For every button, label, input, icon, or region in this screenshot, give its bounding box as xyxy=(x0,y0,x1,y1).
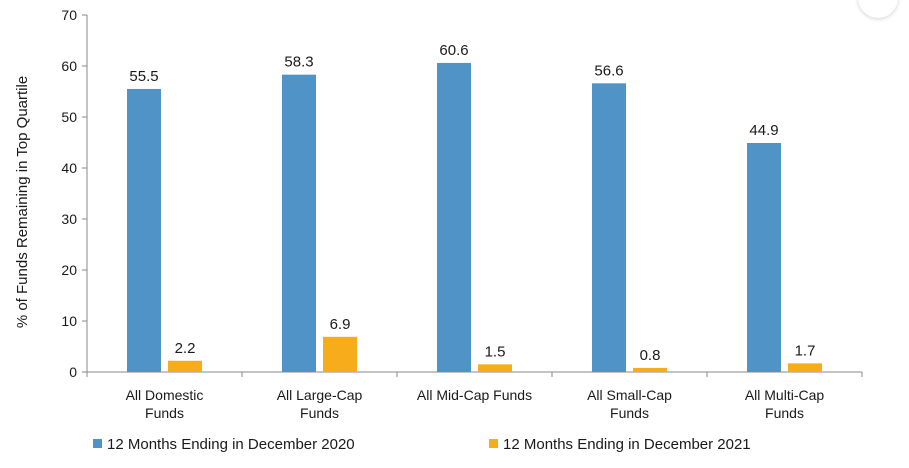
legend-swatch xyxy=(93,439,102,448)
legend-swatch xyxy=(489,439,498,448)
x-tick-label: All Mid-Cap Funds xyxy=(417,387,532,403)
corner-circle-button[interactable] xyxy=(858,0,898,18)
y-tick-label: 60 xyxy=(61,58,77,74)
data-label: 1.7 xyxy=(795,342,816,359)
bar xyxy=(788,363,822,372)
bar xyxy=(127,88,161,372)
y-tick-label: 20 xyxy=(61,262,77,278)
y-axis-label: % of Funds Remaining in Top Quartile xyxy=(14,76,31,328)
data-label: 44.9 xyxy=(749,122,778,139)
bar xyxy=(633,367,667,372)
bar xyxy=(168,360,202,372)
bar xyxy=(747,143,781,372)
legend-label: 12 Months Ending in December 2020 xyxy=(107,436,355,453)
y-tick-label: 40 xyxy=(61,160,77,176)
bar xyxy=(282,74,316,373)
bar xyxy=(437,62,471,372)
y-tick-label: 30 xyxy=(61,211,77,227)
y-tick-label: 50 xyxy=(61,109,77,125)
x-tick-label: All Large-Cap Funds xyxy=(277,387,363,421)
bar xyxy=(478,364,512,372)
y-tick-label: 0 xyxy=(69,364,77,380)
y-tick-label: 70 xyxy=(61,7,77,23)
data-label: 55.5 xyxy=(129,68,158,85)
data-label: 60.6 xyxy=(439,42,468,59)
data-label: 2.2 xyxy=(175,340,196,357)
y-tick-label: 10 xyxy=(61,313,77,329)
legend-label: 12 Months Ending in December 2021 xyxy=(503,436,751,453)
x-tick-label: All Multi-Cap Funds xyxy=(745,387,825,421)
data-label: 6.9 xyxy=(330,316,351,333)
data-label: 1.5 xyxy=(485,343,506,360)
data-label: 56.6 xyxy=(594,62,623,79)
bar xyxy=(592,83,626,372)
data-label: 0.8 xyxy=(640,347,661,364)
x-tick-label: All Small-Cap Funds xyxy=(587,387,672,421)
data-label: 58.3 xyxy=(284,54,313,71)
x-tick-label: All Domestic Funds xyxy=(126,387,204,421)
bar xyxy=(323,336,357,372)
